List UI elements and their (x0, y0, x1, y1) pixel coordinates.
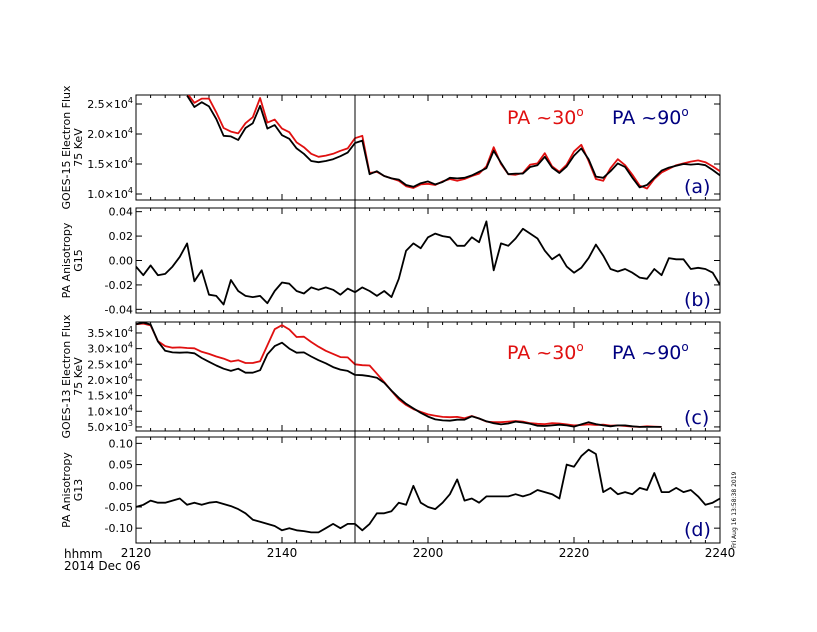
y-tick-label: -0.10 (105, 522, 133, 535)
legend-entry: PA ~90o (612, 105, 689, 129)
y-tick-label: -0.02 (105, 279, 133, 292)
y-tick-label: 0.02 (109, 230, 134, 243)
timestamp-label: Fri Aug 16 13:58:38 2019 (731, 471, 738, 548)
series-line-2 (136, 322, 662, 428)
x-tick-label: 2120 (121, 546, 152, 560)
x-axis: 2120 2140 2200 2220 2240 (121, 546, 736, 560)
legend-entry: PA ~90o (612, 340, 689, 364)
y-tick-label: 2.5×104 (87, 356, 133, 371)
panel-label: (b) (684, 289, 711, 311)
y-tick-label: 2.0×104 (87, 126, 133, 141)
y-axis-label: GOES-15 Electron Flux (60, 85, 73, 210)
legend-entry: PA ~30o (507, 340, 584, 364)
y-tick-label: -0.05 (105, 501, 133, 514)
panel-label: (d) (684, 519, 711, 541)
panel-c: 5.0×1031.0×1041.5×1042.0×1042.5×1043.0×1… (60, 314, 721, 439)
y-tick-label: 1.0×104 (87, 403, 133, 418)
y-tick-label: 5.0×103 (87, 419, 133, 434)
x-tick-label: 2140 (267, 546, 298, 560)
y-axis-label: GOES-13 Electron Flux (60, 314, 73, 439)
y-axis-label: PA Anisotropy (60, 452, 73, 528)
y-axis-label: 75 KeV (72, 357, 85, 396)
x-tick-label: 2200 (413, 546, 444, 560)
series-line-1 (136, 220, 720, 306)
y-axis-label: G15 (72, 249, 85, 272)
series-line-1 (136, 322, 662, 428)
y-tick-label: 2.0×104 (87, 372, 133, 387)
series-line-1 (136, 448, 720, 534)
series-line-2 (186, 95, 720, 189)
panel-b: -0.04 -0.02 0.00 0.02 0.04 PA Anisotropy G15 (b… (60, 206, 721, 316)
y-tick-label: -0.04 (105, 303, 133, 316)
panel-a: 1.0×104 1.5×104 2.0×104 2.5×104 GOES-15 Elec… (60, 85, 721, 210)
x-tick-label: 2240 (705, 546, 736, 560)
y-tick-label: 0.10 (109, 437, 134, 450)
x-tick-label: 2220 (559, 546, 590, 560)
y-axis-label: G13 (72, 479, 85, 502)
panel-label: (c) (684, 407, 709, 429)
panel-frame (135, 207, 721, 314)
y-tick-label: 3.0×104 (87, 341, 133, 356)
y-tick-label: 2.5×104 (87, 96, 133, 111)
legend-entry: PA ~30o (507, 105, 584, 129)
panel-label: (a) (684, 176, 710, 198)
x-corner-label-hhmm: hhmm (64, 547, 103, 561)
y-tick-label: 1.0×104 (87, 186, 133, 201)
panel-frame (135, 436, 721, 544)
y-tick-label: 0.05 (109, 459, 134, 472)
y-tick-label: 3.5×104 (87, 325, 133, 340)
y-axis-label: PA Anisotropy (60, 222, 73, 298)
y-tick-label: 0.00 (109, 255, 134, 268)
y-tick-label: 0.04 (109, 206, 134, 219)
x-corner-label-date: 2014 Dec 06 (64, 559, 141, 573)
y-tick-label: 1.5×104 (87, 388, 133, 403)
y-tick-label: 0.00 (109, 480, 134, 493)
y-axis-label: 75 KeV (72, 128, 85, 167)
y-tick-label: 1.5×104 (87, 156, 133, 171)
series-line-1 (187, 95, 720, 190)
panel-d: -0.10 -0.05 0.00 0.05 0.10 PA Anisotropy G13 (d… (60, 436, 721, 544)
